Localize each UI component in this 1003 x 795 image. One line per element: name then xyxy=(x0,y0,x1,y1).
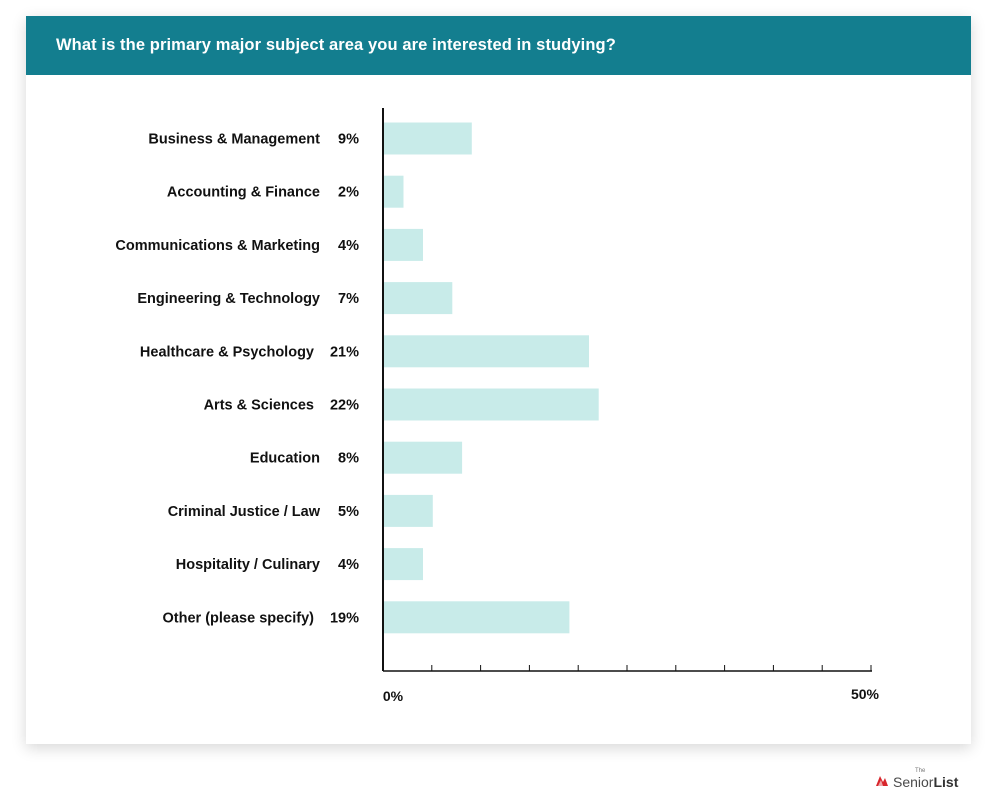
logo-the: The xyxy=(915,768,926,774)
bar xyxy=(384,228,423,261)
bar-value-label: 19% xyxy=(330,610,359,626)
category-label: Arts & Sciences xyxy=(204,398,314,414)
category-label: Communications & Marketing xyxy=(115,238,320,254)
bar-value-label: 22% xyxy=(330,398,359,414)
bar xyxy=(384,441,463,474)
bar xyxy=(384,282,453,315)
bar xyxy=(384,122,472,155)
bar-value-label: 4% xyxy=(338,238,359,254)
bar xyxy=(384,388,599,421)
bar-value-label: 2% xyxy=(338,185,359,201)
bar-value-label: 5% xyxy=(338,504,359,520)
category-label: Accounting & Finance xyxy=(167,185,320,201)
the-senior-list-logo: The SeniorList xyxy=(874,768,959,790)
category-label: Education xyxy=(250,451,320,467)
bar xyxy=(384,548,423,581)
logo-mark-icon xyxy=(876,776,888,786)
chart-title: What is the primary major subject area y… xyxy=(56,36,616,54)
category-label: Healthcare & Psychology xyxy=(140,344,314,360)
chart-header: What is the primary major subject area y… xyxy=(26,16,971,75)
x-tick-label: 0% xyxy=(383,688,404,704)
bar xyxy=(384,494,433,527)
category-label: Other (please specify) xyxy=(163,610,315,626)
x-tick-label: 50% xyxy=(851,686,880,702)
bar xyxy=(384,175,404,208)
bar-value-label: 7% xyxy=(338,291,359,307)
logo-senior: Senior xyxy=(893,774,934,790)
bar xyxy=(384,335,589,368)
category-label: Business & Management xyxy=(148,132,320,148)
logo-list: List xyxy=(933,774,959,790)
logo-wordmark: The SeniorList xyxy=(893,768,959,790)
bar-value-label: 4% xyxy=(338,557,359,573)
bar xyxy=(384,601,570,634)
bar-value-label: 9% xyxy=(338,132,359,148)
bar-value-label: 8% xyxy=(338,451,359,467)
category-label: Engineering & Technology xyxy=(137,291,320,307)
category-label: Criminal Justice / Law xyxy=(168,504,321,520)
bar-value-label: 21% xyxy=(330,344,359,360)
category-label: Hospitality / Culinary xyxy=(176,557,320,573)
